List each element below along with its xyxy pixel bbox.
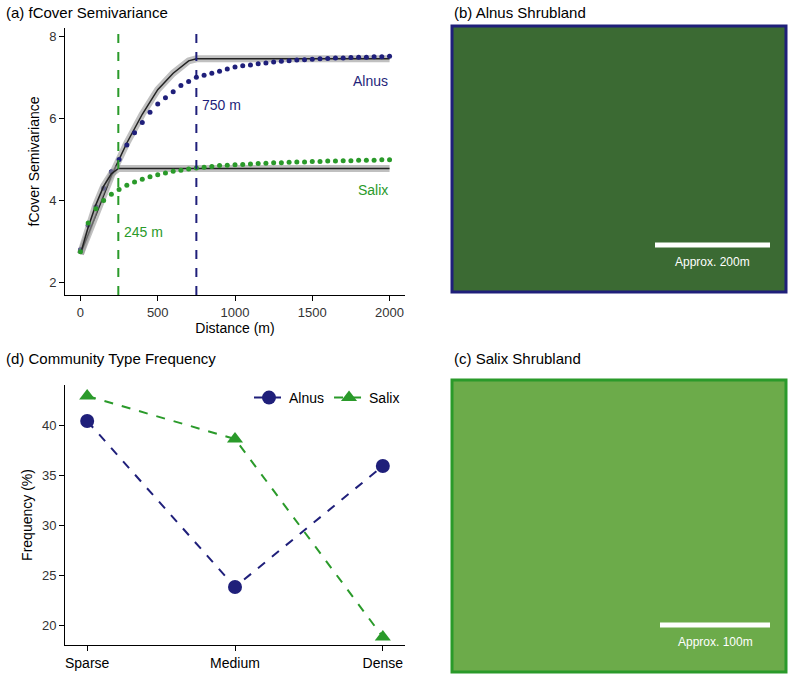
svg-text:40: 40 (42, 418, 56, 433)
svg-text:(b) Alnus Shrubland: (b) Alnus Shrubland (454, 4, 586, 21)
svg-text:(d) Community Type Frequency: (d) Community Type Frequency (6, 350, 216, 367)
svg-text:fCover Semivariance: fCover Semivariance (26, 96, 42, 226)
svg-text:20: 20 (42, 618, 56, 633)
svg-text:Alnus: Alnus (353, 73, 388, 89)
svg-text:0: 0 (77, 305, 84, 320)
svg-text:245 m: 245 m (124, 224, 163, 240)
svg-text:500: 500 (147, 305, 169, 320)
svg-text:Alnus: Alnus (289, 390, 324, 406)
svg-text:Sparse: Sparse (65, 655, 110, 671)
svg-text:1500: 1500 (298, 305, 327, 320)
svg-text:(a) fCover Semivariance: (a) fCover Semivariance (6, 4, 168, 21)
svg-text:Frequency (%): Frequency (%) (19, 469, 35, 561)
svg-text:Distance (m): Distance (m) (195, 320, 274, 336)
svg-text:Salix: Salix (369, 390, 399, 406)
svg-text:Dense: Dense (363, 655, 404, 671)
svg-text:Approx. 100m: Approx. 100m (678, 635, 753, 649)
svg-text:1000: 1000 (221, 305, 250, 320)
svg-text:8: 8 (49, 29, 56, 44)
svg-text:(c) Salix Shrubland: (c) Salix Shrubland (454, 350, 581, 367)
svg-text:Medium: Medium (210, 655, 260, 671)
svg-text:6: 6 (49, 111, 56, 126)
svg-text:Salix: Salix (358, 182, 388, 198)
svg-text:Approx. 200m: Approx. 200m (675, 255, 750, 269)
svg-text:4: 4 (49, 193, 56, 208)
svg-text:2: 2 (49, 275, 56, 290)
svg-text:35: 35 (42, 468, 56, 483)
svg-text:30: 30 (42, 518, 56, 533)
svg-text:25: 25 (42, 568, 56, 583)
svg-text:750 m: 750 m (202, 97, 241, 113)
svg-text:2000: 2000 (375, 305, 404, 320)
